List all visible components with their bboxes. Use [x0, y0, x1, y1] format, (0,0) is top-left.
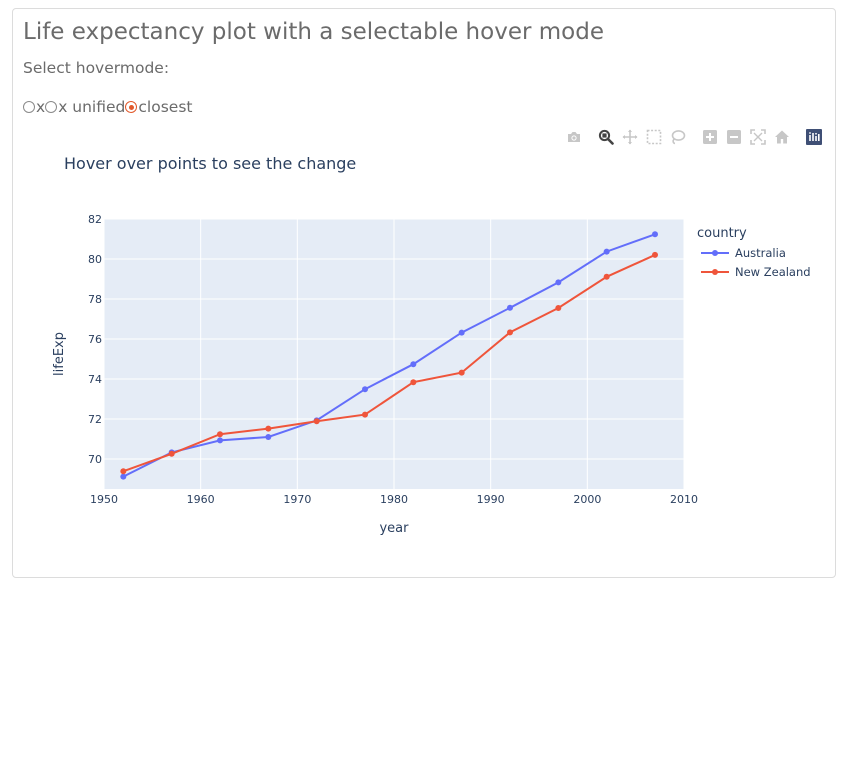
radio-closest-label[interactable]: closest: [138, 98, 193, 116]
data-point[interactable]: [410, 379, 417, 386]
autoscale-icon[interactable]: [748, 127, 768, 147]
data-point[interactable]: [603, 273, 610, 280]
data-point[interactable]: [120, 473, 127, 480]
x-tick-label: 2010: [670, 493, 698, 506]
data-point[interactable]: [265, 425, 272, 432]
legend-label: Australia: [735, 246, 786, 260]
data-point[interactable]: [652, 231, 658, 238]
data-point[interactable]: [217, 431, 223, 438]
radio-x-unified-circle[interactable]: [45, 101, 58, 113]
zoom-out-icon[interactable]: [724, 127, 744, 147]
data-point[interactable]: [507, 304, 513, 311]
radio-closest-circle[interactable]: [125, 101, 138, 113]
legend-item-australia[interactable]: Australia: [701, 246, 786, 260]
data-point[interactable]: [458, 369, 465, 376]
hovermode-option-x-unified[interactable]: x unified: [45, 98, 125, 116]
data-point[interactable]: [507, 329, 513, 336]
legend-marker: [712, 250, 718, 256]
data-point[interactable]: [265, 434, 272, 440]
app-card: Life expectancy plot with a selectable h…: [12, 8, 836, 578]
plotly-logo-icon[interactable]: [804, 127, 824, 147]
hovermode-radio-group: x x unified closest: [23, 98, 192, 116]
y-tick-label: 70: [88, 453, 102, 466]
x-tick-label: 1950: [90, 493, 118, 506]
x-tick-label: 1990: [477, 493, 505, 506]
pan-icon[interactable]: [620, 127, 640, 147]
legend-label: New Zealand: [735, 265, 811, 279]
data-point[interactable]: [168, 450, 175, 457]
data-point[interactable]: [362, 386, 368, 393]
radio-x-circle[interactable]: [23, 101, 35, 113]
data-point[interactable]: [410, 361, 417, 368]
radio-x-unified-label[interactable]: x unified: [58, 98, 126, 116]
data-point[interactable]: [555, 305, 562, 311]
legend: country Australia New Zealand: [697, 226, 811, 279]
y-tick-label: 78: [88, 293, 102, 306]
data-point[interactable]: [120, 468, 127, 475]
y-tick-label: 80: [88, 253, 102, 266]
x-axis-title: year: [379, 521, 409, 536]
hovermode-label: Select hovermode:: [23, 59, 170, 77]
y-tick-label: 82: [88, 213, 102, 226]
y-axis-title: lifeExp: [52, 332, 67, 376]
data-point[interactable]: [555, 279, 562, 286]
data-point[interactable]: [603, 248, 610, 255]
zoom-in-icon[interactable]: [700, 127, 720, 147]
lasso-select-icon[interactable]: [668, 127, 688, 147]
data-point[interactable]: [652, 251, 658, 258]
series-australia-line: [122, 233, 656, 478]
x-tick-label: 1980: [380, 493, 408, 506]
chart-title: Hover over points to see the change: [64, 154, 356, 173]
x-tick-label: 1970: [283, 493, 311, 506]
zoom-icon[interactable]: [596, 127, 616, 147]
life-expectancy-chart[interactable]: 1950 1960 1970 1980 1990 2000 2010 70 72 74 76 78 80…: [13, 9, 837, 579]
x-tick-label: 2000: [573, 493, 601, 506]
legend-marker: [712, 269, 718, 275]
legend-title: country: [697, 226, 747, 241]
hovermode-option-closest[interactable]: closest: [125, 98, 192, 116]
page-title: Life expectancy plot with a selectable h…: [23, 19, 604, 45]
series-new-zealand: [120, 251, 658, 475]
data-point[interactable]: [217, 437, 223, 444]
camera-icon[interactable]: [564, 127, 584, 147]
legend-item-new-zealand[interactable]: New Zealand: [701, 265, 811, 279]
data-point[interactable]: [313, 418, 320, 425]
data-point[interactable]: [458, 329, 465, 336]
y-tick-label: 76: [88, 333, 102, 346]
box-select-icon[interactable]: [644, 127, 664, 147]
reset-axes-icon[interactable]: [772, 127, 792, 147]
x-tick-label: 1960: [187, 493, 215, 506]
y-tick-label: 74: [88, 373, 102, 386]
y-tick-label: 72: [88, 413, 102, 426]
radio-x-label[interactable]: x: [36, 98, 46, 116]
hovermode-option-x[interactable]: x: [23, 98, 45, 116]
data-point[interactable]: [362, 411, 368, 418]
series-new-zealand-line: [122, 254, 656, 473]
modebar: [564, 127, 828, 147]
